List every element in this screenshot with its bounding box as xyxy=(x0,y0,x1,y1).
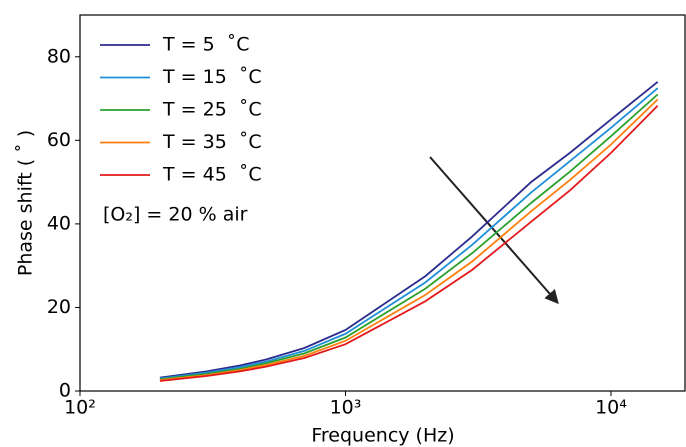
legend-label: T = 5 ˚C xyxy=(162,34,250,56)
legend-label: T = 15 ˚C xyxy=(162,66,262,88)
x-axis-label: Frequency (Hz) xyxy=(311,425,454,447)
x-tick-label: 10⁴ xyxy=(595,397,627,419)
annotation: [O₂] = 20 % air xyxy=(103,204,248,226)
x-tick-label: 10³ xyxy=(330,397,362,419)
y-tick-label: 0 xyxy=(59,380,71,402)
plot-frame xyxy=(79,14,686,392)
legend-label: T = 25 ˚C xyxy=(162,99,262,121)
y-tick-label: 40 xyxy=(47,212,71,234)
legend-label: T = 35 ˚C xyxy=(162,131,262,153)
series-line xyxy=(159,98,659,382)
y-tick-label: 80 xyxy=(47,45,71,67)
trend-arrow xyxy=(429,156,559,305)
legend-label: T = 45 ˚C xyxy=(162,164,262,186)
x-tick-label: 10² xyxy=(64,397,96,419)
y-tick-label: 20 xyxy=(47,296,71,318)
y-tick-label: 60 xyxy=(47,129,71,151)
series-line xyxy=(159,81,659,379)
series-line xyxy=(159,87,659,380)
series-line xyxy=(159,93,659,381)
y-axis-label: Phase shift ( ˚ ) xyxy=(15,130,37,276)
series-line xyxy=(159,105,659,382)
